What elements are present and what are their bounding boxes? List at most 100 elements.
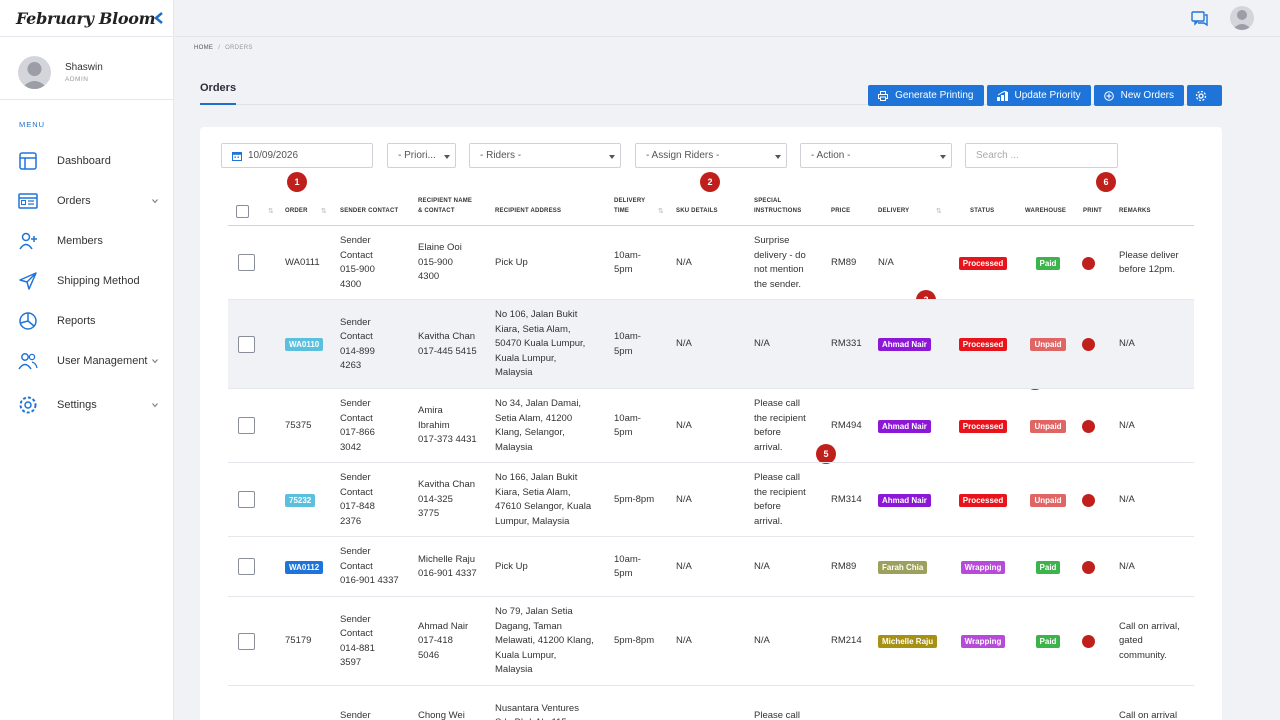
recipient-address-line: No 166, Jalan Bukit: [495, 472, 578, 483]
table-row[interactable]: Sender Chong Wei Nusantara Ventures Sdn Bhd…: [228, 686, 1194, 720]
sort-icon[interactable]: ⇅: [658, 208, 664, 215]
delivery-time: 10am- 5pm: [614, 537, 674, 597]
sender-contact-line: 014-881: [340, 642, 375, 654]
sidebar-item-shipping-method[interactable]: Shipping Method: [0, 261, 173, 301]
order-id[interactable]: WA0112: [285, 560, 324, 574]
recipient-address: No 79, Jalan Setia Dagang, Taman Melawati,…: [495, 597, 613, 686]
print-status-indicator[interactable]: [1082, 338, 1095, 351]
breadcrumb-home[interactable]: HOME: [194, 45, 214, 51]
rider-badge[interactable]: Ahmad Nair: [878, 338, 931, 351]
special-instructions-line: delivery - do: [754, 249, 806, 261]
chat-icon[interactable]: [1191, 10, 1208, 27]
print-status-indicator[interactable]: [1082, 635, 1095, 648]
recipient-address-line: Malaysia: [495, 664, 533, 676]
row-checkbox[interactable]: [238, 491, 255, 508]
select-all-checkbox[interactable]: [236, 205, 249, 218]
special-instructions: N/A: [754, 537, 829, 597]
riders-select[interactable]: - Riders -: [469, 143, 621, 168]
rider-badge[interactable]: Michelle Raju: [878, 635, 938, 648]
sidebar-item-orders[interactable]: Orders: [0, 181, 173, 221]
payment-badge[interactable]: Unpaid: [1030, 493, 1066, 507]
recipient-address-line: Kuala Lumpur,: [495, 649, 557, 661]
rider-badge[interactable]: Ahmad Nair: [878, 493, 931, 507]
settings-button[interactable]: [1187, 85, 1222, 106]
sidebar-item-dashboard[interactable]: Dashboard: [0, 141, 173, 181]
new-orders-button[interactable]: New Orders: [1093, 85, 1184, 106]
sender-contact-line: Sender: [340, 235, 371, 246]
price: RM314: [831, 493, 862, 505]
generate-printing-button[interactable]: Generate Printing: [868, 85, 984, 106]
recipient-contact-line: 017-418: [418, 635, 453, 647]
row-checkbox[interactable]: [238, 417, 255, 434]
sort-icon[interactable]: ⇅: [936, 208, 942, 215]
sender-contact-line: 014-899: [340, 345, 375, 357]
col-delivery-time: DELIVERY TIME: [614, 196, 645, 216]
table-row[interactable]: WA0112 Sender Contact 016-901 4337 Michelle …: [228, 537, 1194, 597]
col-order[interactable]: ORDER: [285, 208, 308, 214]
print-status-indicator[interactable]: [1082, 256, 1095, 270]
table-row[interactable]: WA0111 Sender Contact 015-900 4300 Elaine Ooi…: [228, 226, 1194, 300]
payment-badge[interactable]: Paid: [1035, 560, 1061, 574]
print-status-indicator[interactable]: [1082, 560, 1095, 574]
user-profile[interactable]: Shaswin ADMIN: [0, 45, 173, 100]
sidebar-item-members[interactable]: Members: [0, 221, 173, 261]
sidebar-item-label: Dashboard: [57, 155, 111, 167]
sidebar-item-reports[interactable]: Reports: [0, 301, 173, 341]
date-filter[interactable]: 10/09/2026: [221, 143, 373, 168]
sku-details: N/A: [676, 493, 692, 505]
sort-icon[interactable]: ⇅: [321, 208, 327, 215]
rider-badge[interactable]: N/A: [878, 256, 894, 268]
top-avatar[interactable]: [1230, 6, 1254, 30]
order-id[interactable]: 75375: [285, 419, 312, 431]
print-status-indicator[interactable]: [1082, 493, 1095, 507]
payment-badge[interactable]: Unpaid: [1030, 419, 1066, 433]
table-row[interactable]: 75179 Sender Contact 014-881 3597 Ahmad Nair 0…: [228, 597, 1194, 686]
sku-details: N/A: [676, 419, 692, 431]
delivery-time-line: 5pm-8pm: [614, 635, 655, 647]
payment-badge[interactable]: Paid: [1035, 256, 1061, 270]
orders-icon: [18, 193, 38, 209]
rider-badge[interactable]: Farah Chia: [878, 560, 928, 574]
order-id[interactable]: 75179: [285, 635, 312, 647]
status-badge[interactable]: Processed: [958, 493, 1008, 507]
table-row[interactable]: 75232 Sender Contact 017-848 2376 Kavitha Cha…: [228, 463, 1194, 537]
delivery-rider-cell: Farah Chia: [878, 537, 928, 597]
table-row[interactable]: WA0110 Sender Contact 014-899 4263 Kavitha Ch…: [228, 300, 1194, 389]
sort-icon[interactable]: ⇅: [268, 208, 274, 215]
price: RM214: [831, 635, 862, 647]
action-select[interactable]: - Action -: [800, 143, 952, 168]
status-badge[interactable]: Wrapping: [960, 635, 1006, 648]
recipient-address: No 34, Jalan Damai, Setia Alam, 41200 Klan…: [495, 389, 613, 463]
recipient-contact-line: Chong Wei: [418, 709, 465, 720]
order-id[interactable]: WA0110: [285, 338, 324, 351]
sidebar-item-user-management[interactable]: User Management: [0, 341, 173, 381]
status-badge[interactable]: Processed: [958, 256, 1008, 270]
priority-select[interactable]: - Priori...: [387, 143, 456, 168]
assign-riders-select[interactable]: - Assign Riders -: [635, 143, 787, 168]
update-priority-button[interactable]: Update Priority: [986, 85, 1091, 106]
status-badge[interactable]: Wrapping: [960, 560, 1006, 574]
row-checkbox[interactable]: [238, 335, 255, 353]
special-instructions-line: Please call: [754, 398, 800, 409]
collapse-sidebar-icon[interactable]: [153, 11, 165, 25]
status-badge[interactable]: Processed: [958, 419, 1008, 433]
sidebar-item-settings[interactable]: Settings: [0, 385, 173, 425]
table-row[interactable]: 75375 Sender Contact 017-866 3042 Amira Ibrahi…: [228, 389, 1194, 463]
title-divider: [200, 104, 1222, 105]
delivery-time: 10am- 5pm: [614, 389, 674, 463]
recipient-address-line: Setia Alam, 41200: [495, 412, 573, 424]
rider-badge[interactable]: Ahmad Nair: [878, 419, 931, 433]
row-checkbox[interactable]: [238, 558, 255, 575]
recipient-contact: Elaine Ooi 015-900 4300: [418, 226, 493, 300]
payment-badge[interactable]: Unpaid: [1030, 338, 1066, 351]
order-id[interactable]: 75232: [285, 493, 316, 507]
order-id[interactable]: WA0111: [285, 256, 320, 268]
sku-details: N/A: [676, 635, 692, 647]
print-status-indicator[interactable]: [1082, 419, 1095, 433]
payment-badge[interactable]: Paid: [1035, 635, 1061, 648]
row-checkbox[interactable]: [238, 632, 255, 650]
search-input[interactable]: Search ...: [965, 143, 1118, 168]
brand-logo[interactable]: February Bloom: [16, 8, 156, 28]
status-badge[interactable]: Processed: [958, 338, 1008, 351]
row-checkbox[interactable]: [238, 254, 255, 271]
